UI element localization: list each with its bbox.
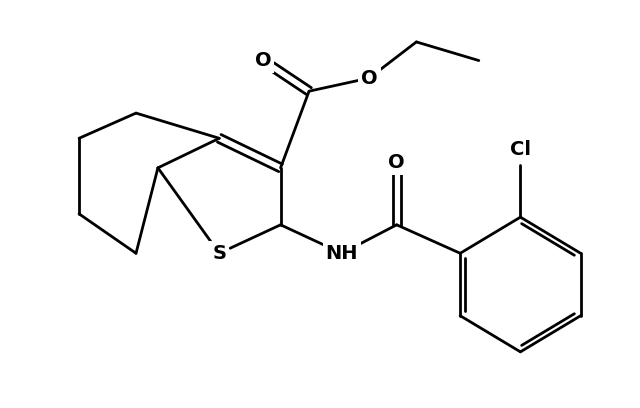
Text: NH: NH: [326, 244, 358, 263]
Text: O: O: [388, 153, 405, 172]
Text: O: O: [255, 51, 271, 70]
Text: O: O: [361, 69, 378, 88]
Text: S: S: [212, 244, 227, 263]
Text: Cl: Cl: [510, 140, 531, 159]
